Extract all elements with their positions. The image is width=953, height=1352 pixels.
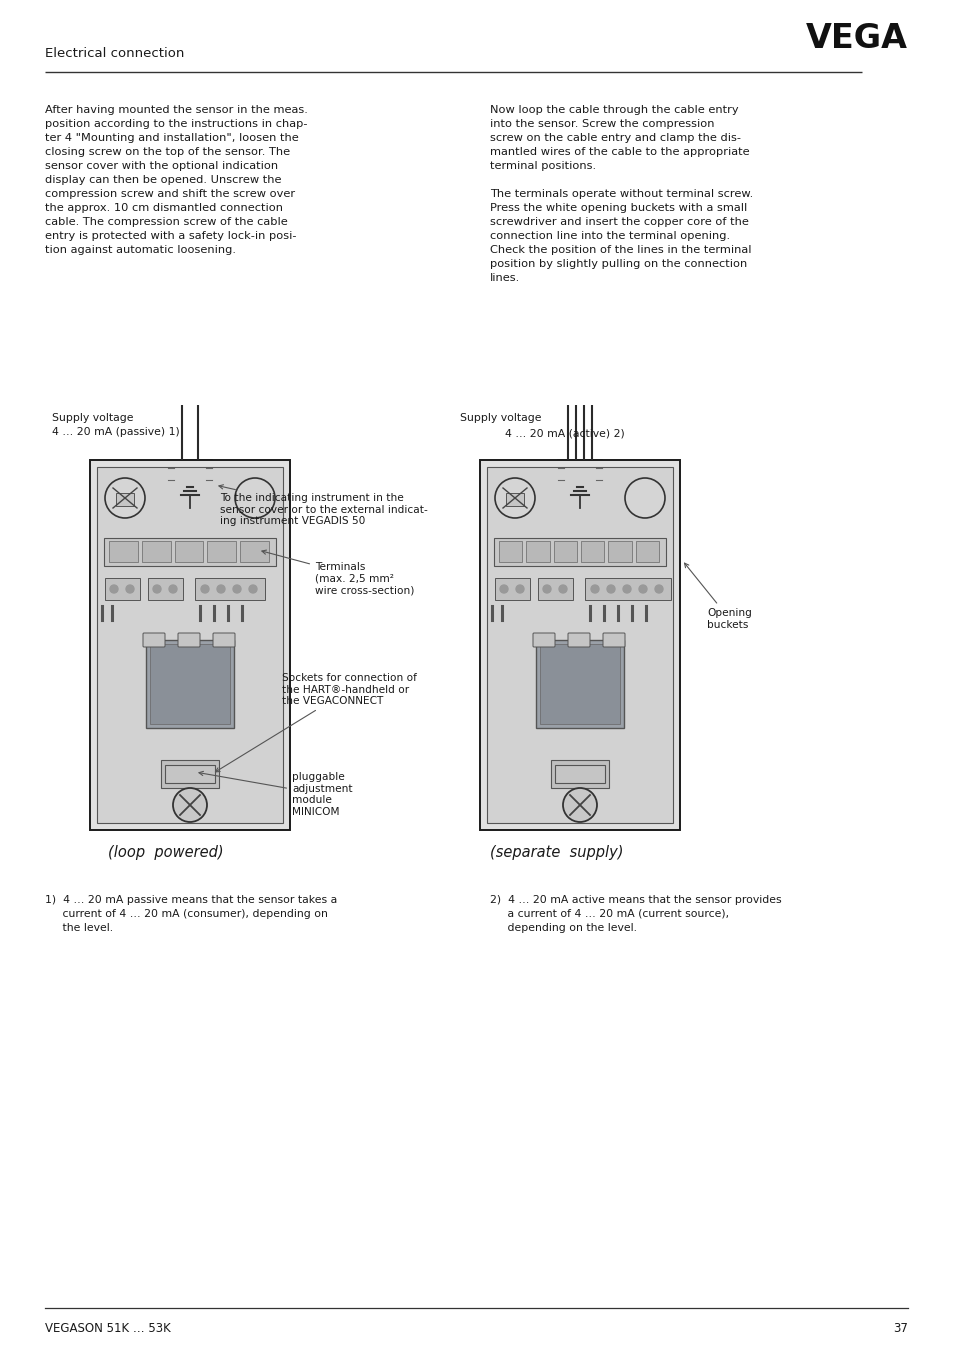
Text: VEGASON 51K … 53K: VEGASON 51K … 53K <box>45 1322 171 1334</box>
Bar <box>495 579 530 600</box>
Circle shape <box>152 585 161 594</box>
Bar <box>142 541 171 562</box>
Bar <box>207 541 236 562</box>
FancyBboxPatch shape <box>143 633 165 648</box>
Bar <box>498 541 522 562</box>
Circle shape <box>655 585 662 594</box>
Bar <box>109 541 137 562</box>
Circle shape <box>516 585 523 594</box>
Bar <box>240 541 269 562</box>
Circle shape <box>624 479 664 518</box>
Bar <box>494 538 665 566</box>
Text: Terminals
(max. 2,5 mm²
wire cross-section): Terminals (max. 2,5 mm² wire cross-secti… <box>262 550 414 595</box>
Bar <box>146 639 233 727</box>
Bar <box>537 579 573 600</box>
Bar <box>116 493 133 506</box>
Circle shape <box>590 585 598 594</box>
Circle shape <box>172 788 207 822</box>
Circle shape <box>126 585 133 594</box>
Text: Opening
buckets: Opening buckets <box>684 564 751 630</box>
Bar <box>148 579 183 600</box>
Text: (loop  powered): (loop powered) <box>108 845 223 860</box>
Text: Supply voltage: Supply voltage <box>459 412 541 423</box>
Text: Supply voltage: Supply voltage <box>52 412 133 423</box>
Bar <box>608 541 631 562</box>
Bar <box>539 644 619 725</box>
Bar <box>555 765 604 783</box>
Circle shape <box>590 769 600 779</box>
Circle shape <box>110 585 118 594</box>
Circle shape <box>542 585 551 594</box>
Text: 1)  4 … 20 mA passive means that the sensor takes a
     current of 4 … 20 mA (c: 1) 4 … 20 mA passive means that the sens… <box>45 895 337 933</box>
Text: Electrical connection: Electrical connection <box>45 47 184 59</box>
Bar <box>174 541 203 562</box>
Circle shape <box>201 769 211 779</box>
Circle shape <box>201 585 209 594</box>
Text: (separate  supply): (separate supply) <box>490 845 623 860</box>
Bar <box>97 466 283 823</box>
Bar <box>584 579 670 600</box>
Circle shape <box>216 585 225 594</box>
Bar <box>486 466 672 823</box>
Bar <box>165 765 214 783</box>
Text: 4 … 20 mA (passive) 1): 4 … 20 mA (passive) 1) <box>52 427 179 437</box>
Circle shape <box>105 479 145 518</box>
Bar <box>90 460 290 830</box>
Circle shape <box>558 585 566 594</box>
Bar <box>635 541 659 562</box>
Circle shape <box>185 769 194 779</box>
Text: 37: 37 <box>892 1322 907 1334</box>
Text: After having mounted the sensor in the meas.
position according to the instructi: After having mounted the sensor in the m… <box>45 105 308 256</box>
Bar <box>580 541 603 562</box>
Bar <box>168 460 212 488</box>
Circle shape <box>622 585 630 594</box>
Bar <box>194 579 265 600</box>
Bar <box>526 541 549 562</box>
Bar <box>104 538 275 566</box>
Circle shape <box>234 479 274 518</box>
FancyBboxPatch shape <box>567 633 589 648</box>
FancyBboxPatch shape <box>602 633 624 648</box>
Circle shape <box>575 769 584 779</box>
Circle shape <box>169 585 177 594</box>
FancyBboxPatch shape <box>533 633 555 648</box>
Bar <box>536 639 623 727</box>
Bar <box>553 541 577 562</box>
Circle shape <box>233 585 241 594</box>
Text: Now loop the cable through the cable entry
into the sensor. Screw the compressio: Now loop the cable through the cable ent… <box>490 105 753 283</box>
Bar <box>105 579 140 600</box>
Text: pluggable
adjustment
module
MINICOM: pluggable adjustment module MINICOM <box>199 772 353 817</box>
Bar <box>558 460 601 488</box>
FancyBboxPatch shape <box>213 633 234 648</box>
FancyBboxPatch shape <box>178 633 200 648</box>
Bar <box>505 493 523 506</box>
Text: 4 … 20 mA (active) 2): 4 … 20 mA (active) 2) <box>504 429 624 438</box>
Circle shape <box>639 585 646 594</box>
Circle shape <box>249 585 256 594</box>
Text: To the indicating instrument in the
sensor cover or to the external indicat-
ing: To the indicating instrument in the sens… <box>218 485 427 526</box>
Circle shape <box>495 479 535 518</box>
Bar <box>479 460 679 830</box>
Circle shape <box>606 585 615 594</box>
Text: 2)  4 … 20 mA active means that the sensor provides
     a current of 4 … 20 mA : 2) 4 … 20 mA active means that the senso… <box>490 895 781 933</box>
Text: Sockets for connection of
the HART®-handheld or
the VEGACONNECT: Sockets for connection of the HART®-hand… <box>215 673 416 772</box>
Circle shape <box>499 585 507 594</box>
Text: VEGA: VEGA <box>805 22 907 55</box>
Bar <box>161 760 219 788</box>
Bar <box>551 760 608 788</box>
Bar <box>150 644 230 725</box>
Circle shape <box>169 769 179 779</box>
Circle shape <box>558 769 568 779</box>
Circle shape <box>562 788 597 822</box>
